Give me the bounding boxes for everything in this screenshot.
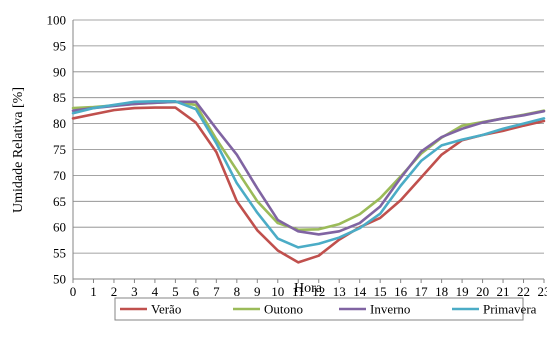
x-tick-label: 3 — [131, 284, 138, 299]
x-tick-label: 5 — [172, 284, 179, 299]
x-tick-label: 7 — [213, 284, 220, 299]
x-tick-label: 9 — [254, 284, 261, 299]
x-tick-label: 12 — [312, 284, 325, 299]
x-tick-label: 21 — [497, 284, 510, 299]
legend-box — [114, 297, 524, 321]
series-line-3 — [71, 100, 546, 249]
x-tick-label: 14 — [353, 284, 367, 299]
y-tick-label: 75 — [53, 142, 66, 157]
y-tick-label: 60 — [53, 220, 66, 235]
gridlines — [73, 19, 544, 280]
x-tick-label: 15 — [374, 284, 387, 299]
y-tick-label: 65 — [53, 194, 66, 209]
y-tick-label: 80 — [53, 116, 66, 131]
x-tick-label: 6 — [193, 284, 200, 299]
y-tick-label: 95 — [53, 38, 66, 53]
x-tick-label: 20 — [476, 284, 489, 299]
x-tick-label: 13 — [333, 284, 346, 299]
x-tick-label: 11 — [292, 284, 305, 299]
y-tick-label: 100 — [47, 13, 67, 28]
series-line-2 — [71, 100, 546, 236]
legend-entry-3: Primavera — [483, 302, 537, 317]
x-tick-label: 10 — [271, 284, 284, 299]
x-tick-label: 23 — [538, 284, 547, 299]
x-tick-label: 16 — [394, 284, 408, 299]
y-axis-label: Umidade Relativa [%] — [11, 87, 26, 213]
legend: Verão Outono Inverno Primavera — [114, 297, 537, 321]
x-tick-label: 18 — [435, 284, 448, 299]
y-tick-label: 90 — [53, 64, 66, 79]
legend-entry-0: Verão — [151, 302, 181, 317]
y-tick-label: 50 — [53, 272, 66, 287]
legend-entry-2: Inverno — [370, 302, 410, 317]
x-tick-label: 8 — [234, 284, 241, 299]
legend-entry-1: Outono — [264, 302, 303, 317]
y-tick-label: 70 — [53, 168, 66, 183]
x-axis-label: Hora — [294, 281, 323, 296]
x-tick-label: 17 — [415, 284, 429, 299]
y-tick-label: 85 — [53, 90, 66, 105]
x-tick-label: 2 — [111, 284, 118, 299]
x-tick-label: 22 — [517, 284, 530, 299]
x-tick-label: 19 — [456, 284, 469, 299]
x-tick-labels: 01234567891011121314151617181920212223 — [70, 284, 547, 299]
x-tick-label: 4 — [152, 284, 159, 299]
x-tick-label: 0 — [70, 284, 77, 299]
x-tick-label: 1 — [90, 284, 97, 299]
y-tick-labels: 50 55 60 65 70 75 80 85 90 95 100 — [47, 13, 67, 287]
series-lines — [71, 100, 546, 264]
y-tick-label: 55 — [53, 246, 66, 261]
axes — [72, 20, 545, 283]
